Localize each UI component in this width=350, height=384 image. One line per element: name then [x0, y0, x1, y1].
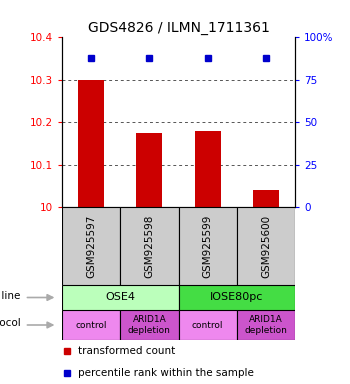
Bar [237, 207, 295, 285]
Text: percentile rank within the sample: percentile rank within the sample [78, 368, 254, 378]
Bar [178, 207, 237, 285]
Bar [237, 310, 295, 340]
Bar [178, 285, 295, 310]
Text: GSM925600: GSM925600 [261, 214, 271, 278]
Bar [178, 310, 237, 340]
Text: protocol: protocol [0, 318, 20, 328]
Bar [62, 310, 120, 340]
Text: control: control [75, 321, 107, 329]
Text: OSE4: OSE4 [105, 293, 135, 303]
Bar [62, 207, 120, 285]
Text: ARID1A
depletion: ARID1A depletion [244, 315, 287, 335]
Text: GSM925598: GSM925598 [144, 214, 154, 278]
Bar [136, 133, 162, 207]
Text: IOSE80pc: IOSE80pc [210, 293, 264, 303]
Title: GDS4826 / ILMN_1711361: GDS4826 / ILMN_1711361 [88, 21, 270, 35]
Bar [78, 80, 104, 207]
Text: transformed count: transformed count [78, 346, 176, 356]
Text: GSM925597: GSM925597 [86, 214, 96, 278]
Bar [195, 131, 221, 207]
Text: ARID1A
depletion: ARID1A depletion [128, 315, 171, 335]
Text: cell line: cell line [0, 291, 20, 301]
Bar [120, 207, 178, 285]
Bar [253, 190, 279, 207]
Text: GSM925599: GSM925599 [203, 214, 213, 278]
Text: control: control [192, 321, 223, 329]
Bar [62, 285, 178, 310]
Bar [120, 310, 178, 340]
